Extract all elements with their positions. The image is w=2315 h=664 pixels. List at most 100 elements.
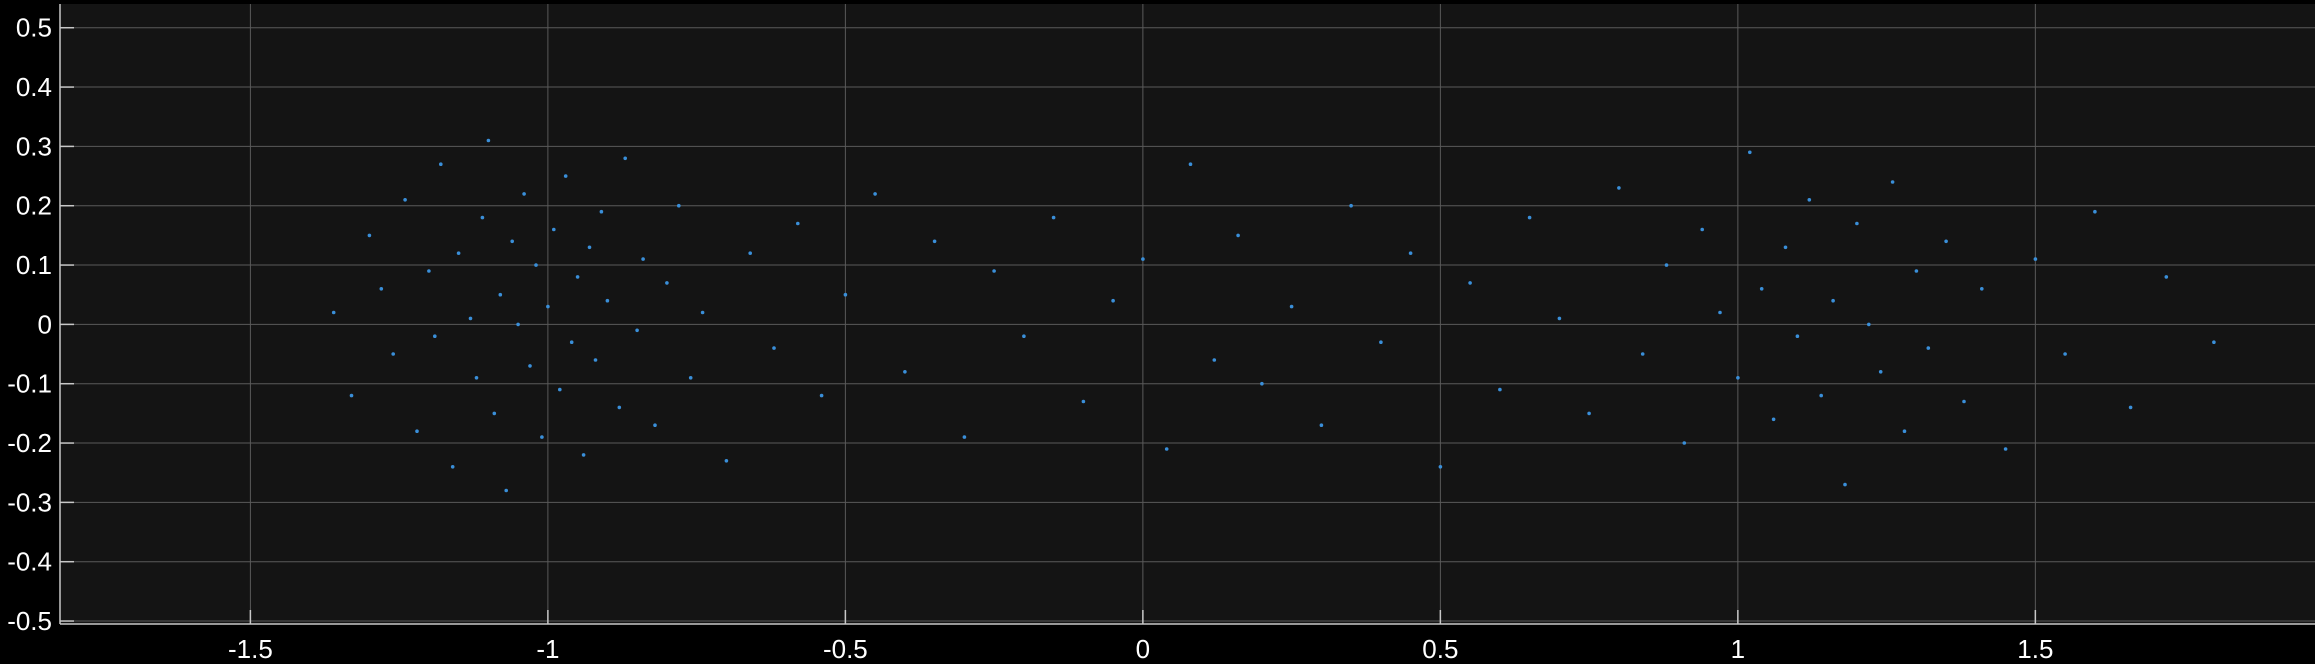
scatter-point — [1349, 203, 1353, 208]
scatter-point — [992, 269, 996, 273]
scatter-point — [688, 376, 693, 380]
scatter-point — [1795, 334, 1800, 339]
scatter-point — [1980, 287, 1984, 291]
scatter-point — [873, 192, 877, 196]
scatter-point — [623, 156, 627, 161]
scatter-point — [1236, 233, 1240, 238]
scatter-point — [540, 435, 544, 439]
scatter-point — [1081, 399, 1086, 404]
tick-labels: -1.5 -1 -0.5 0 0.5 1 1.5 0.5 0.4 0.3 0.2 0.1 0 -0.1 -0… — [7, 13, 2053, 664]
scatter-point — [1807, 198, 1812, 202]
scatter-point — [456, 251, 461, 255]
y-tick-label: -0.4 — [7, 547, 52, 577]
scatter-point — [1718, 310, 1722, 315]
x-tick-label: -0.5 — [823, 634, 868, 664]
y-tick-label: 0 — [38, 309, 52, 339]
gridlines — [60, 4, 2315, 624]
scatter-point — [516, 322, 520, 327]
scatter-point — [1843, 482, 1847, 487]
scatter-point — [575, 275, 580, 279]
scatter-point — [1111, 298, 1115, 303]
scatter-point — [1557, 316, 1562, 321]
scatter-point — [1289, 304, 1294, 309]
scatter-point — [2093, 209, 2097, 214]
y-tick-label: 0.1 — [16, 250, 52, 280]
scatter-point — [1771, 417, 1776, 422]
scatter-point — [391, 352, 396, 356]
scatter-point — [1408, 251, 1413, 255]
scatter-point — [1944, 239, 1948, 244]
scatter-point — [1164, 447, 1169, 451]
y-tick-label: -0.3 — [7, 487, 52, 517]
scatter-point — [962, 435, 967, 439]
x-tick-label: 0.5 — [1422, 634, 1458, 664]
scatter-point — [433, 334, 437, 339]
scatter-point — [498, 292, 503, 297]
scatter-point — [510, 239, 514, 244]
scatter-point — [367, 233, 372, 238]
scatter-point — [635, 328, 639, 333]
scatter-point — [1783, 245, 1788, 250]
scatter-point — [450, 465, 455, 469]
scatter-point — [1890, 180, 1895, 184]
scatter-point — [1855, 221, 1859, 226]
scatter-point — [1587, 411, 1591, 416]
scatter-point — [349, 393, 354, 398]
scatter-point — [1468, 281, 1472, 285]
scatter-point — [492, 411, 497, 416]
scatter-point — [439, 162, 443, 166]
scatter-point — [772, 346, 776, 350]
x-tick-label: -1.5 — [228, 634, 273, 664]
scatter-point — [1022, 334, 1026, 339]
scatter-point — [581, 453, 586, 457]
scatter-point — [403, 198, 407, 202]
scatter-point — [605, 298, 610, 303]
scatter-point — [2063, 352, 2067, 356]
x-tick-label: 1.5 — [2017, 634, 2053, 664]
data-points — [331, 138, 2216, 493]
scatter-point — [1212, 358, 1217, 362]
scatter-point — [1438, 465, 1443, 469]
scatter-point — [504, 488, 509, 493]
scatter-point — [1498, 387, 1502, 392]
y-tick-label: 0.5 — [16, 13, 52, 43]
scatter-point — [2164, 275, 2169, 279]
scatter-point — [486, 138, 491, 143]
y-tick-label: 0.3 — [16, 131, 52, 161]
x-tick-label: -1 — [536, 634, 559, 664]
scatter-point — [1664, 263, 1669, 267]
scatter-point — [1188, 162, 1193, 166]
scatter-point — [331, 310, 336, 315]
scatter-point — [599, 209, 604, 214]
scatter-point — [748, 251, 752, 255]
scatter-point — [700, 310, 705, 315]
scatter-point — [2212, 340, 2216, 345]
scatter-point — [2128, 405, 2133, 410]
scatter-point — [903, 370, 907, 374]
scatter-point — [641, 257, 645, 261]
scatter-point — [2033, 257, 2038, 261]
scatter-point — [569, 340, 574, 345]
x-tick-label: 0 — [1136, 634, 1150, 664]
scatter-point — [468, 316, 473, 321]
scatter-point — [593, 358, 598, 362]
axes — [59, 4, 2315, 625]
scatter-point — [480, 215, 485, 220]
scatter-point — [1319, 423, 1324, 428]
scatter-point — [1867, 322, 1871, 327]
scatter-point — [1051, 215, 1056, 220]
scatter-point — [522, 192, 526, 196]
scatter-point — [1527, 215, 1532, 220]
plot-area — [60, 4, 2315, 624]
scatter-point — [932, 239, 937, 244]
scatter-point — [1379, 340, 1383, 345]
scatter-point — [1878, 370, 1883, 374]
scatter-point — [1962, 399, 1966, 404]
scatter-point — [677, 203, 681, 208]
scatter-point — [1819, 393, 1823, 398]
scatter-point — [1700, 227, 1704, 232]
scatter-point — [1260, 381, 1264, 386]
scatter-point — [1831, 298, 1835, 303]
scatter-point — [1759, 287, 1764, 291]
